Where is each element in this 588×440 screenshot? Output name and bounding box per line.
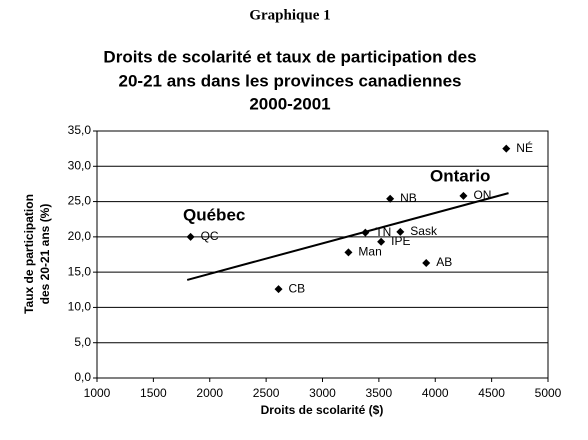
y-tick-label: 30,0: [68, 158, 92, 172]
annotation: Québec: [183, 205, 245, 224]
x-tick-label: 3500: [366, 386, 393, 400]
y-tick-label: 20,0: [68, 229, 92, 243]
x-tick-label: 1500: [140, 386, 167, 400]
y-tick-label: 15,0: [68, 264, 92, 278]
point: [274, 285, 283, 294]
header: Graphique 1: [249, 7, 330, 23]
point-label: IPE: [391, 234, 410, 248]
annotation: Ontario: [430, 166, 490, 185]
y-axis-label: des 20-21 ans (%): [38, 204, 52, 305]
point-label: AB: [436, 255, 452, 269]
point: [459, 191, 468, 200]
point-label: TN: [375, 225, 391, 239]
x-tick-label: 1000: [84, 386, 111, 400]
point: [422, 258, 431, 267]
x-tick-label: 2500: [253, 386, 280, 400]
x-axis-label: Droits de scolarité ($): [261, 403, 384, 417]
point-label: NB: [400, 191, 417, 205]
x-tick-label: 2000: [196, 386, 223, 400]
x-tick-label: 3000: [309, 386, 336, 400]
point: [186, 232, 195, 241]
chart-title: 20-21 ans dans les provinces canadiennes: [119, 71, 462, 90]
point-label: CB: [289, 281, 306, 295]
trend-line: [186, 192, 509, 281]
point: [361, 228, 370, 237]
y-axis-label: Taux de participation: [22, 194, 36, 314]
point: [396, 227, 405, 236]
point-label: QC: [201, 229, 219, 243]
x-tick-label: 4500: [478, 386, 505, 400]
point: [344, 248, 353, 257]
point: [377, 237, 386, 246]
y-tick-label: 0,0: [74, 370, 91, 384]
y-tick-label: 5,0: [74, 335, 91, 349]
point-label: Man: [358, 245, 381, 259]
y-tick-label: 35,0: [68, 123, 92, 137]
point-label: Sask: [410, 224, 438, 238]
chart-title: 2000-2001: [249, 94, 330, 113]
chart-title: Droits de scolarité et taux de participa…: [103, 47, 476, 66]
point-label: ON: [473, 188, 491, 202]
point: [386, 194, 395, 203]
y-tick-label: 10,0: [68, 300, 92, 314]
point-label: NÉ: [516, 140, 533, 155]
x-tick-label: 5000: [535, 386, 562, 400]
y-tick-label: 25,0: [68, 194, 92, 208]
x-tick-label: 4000: [422, 386, 449, 400]
point: [502, 144, 511, 153]
